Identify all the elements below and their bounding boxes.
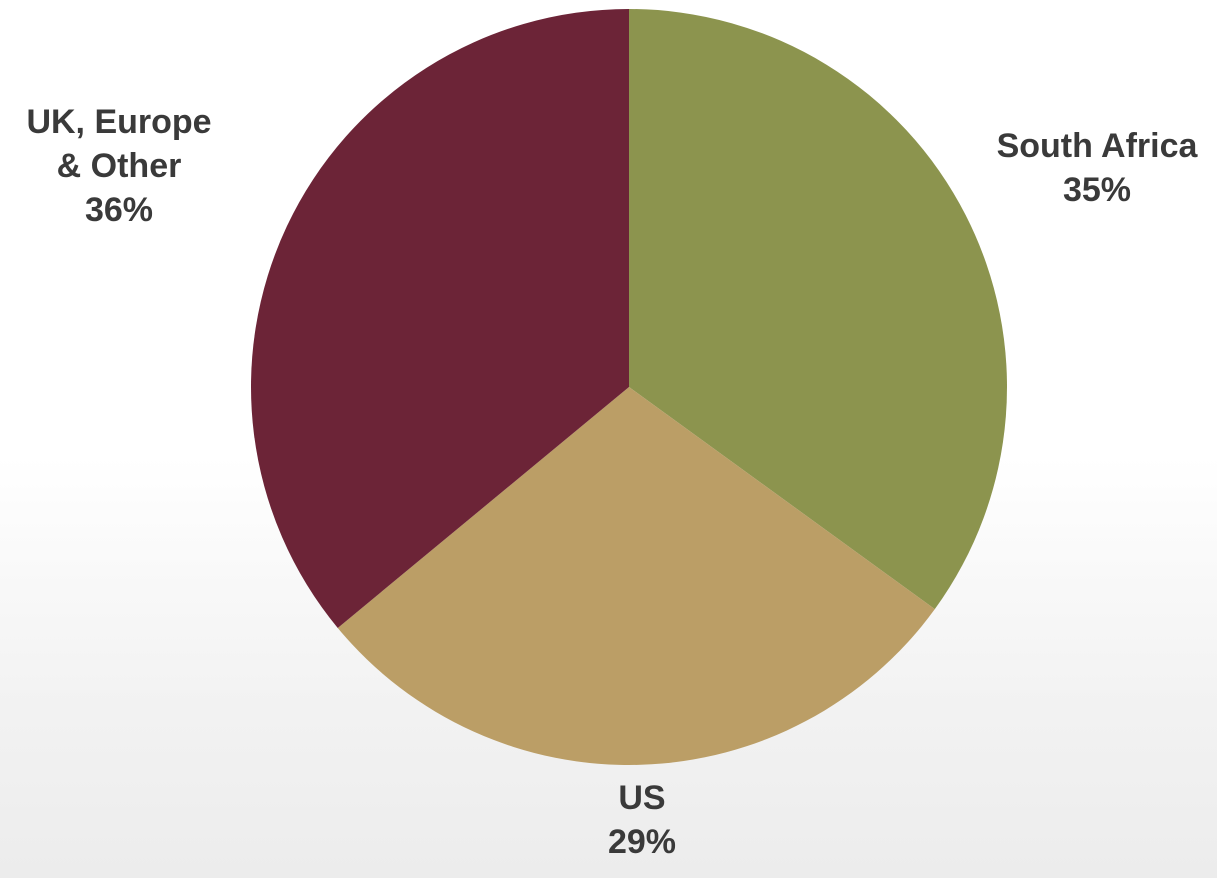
data-label-us: US 29%: [608, 779, 676, 861]
slice-label-line: South Africa: [997, 127, 1199, 165]
pie-labels: South Africa 35% US 29% UK, Europe & Other 36%: [26, 103, 1198, 861]
slice-percent-label: 29%: [608, 823, 676, 861]
slice-label-line: & Other: [57, 147, 182, 185]
pie-slice-uk-europe-other: [251, 9, 630, 628]
data-label-uk-europe-other: UK, Europe & Other 36%: [26, 103, 211, 229]
slice-percent-label: 35%: [1063, 171, 1131, 209]
pie-slices: [251, 9, 1007, 765]
slice-percent-label: 36%: [85, 191, 153, 229]
slice-label-line: UK, Europe: [26, 103, 211, 141]
data-label-south-africa: South Africa 35%: [997, 127, 1199, 209]
slice-label-line: US: [618, 779, 665, 817]
pie-slice-south-africa: [629, 9, 1007, 610]
pie-slice-us: [337, 387, 935, 765]
